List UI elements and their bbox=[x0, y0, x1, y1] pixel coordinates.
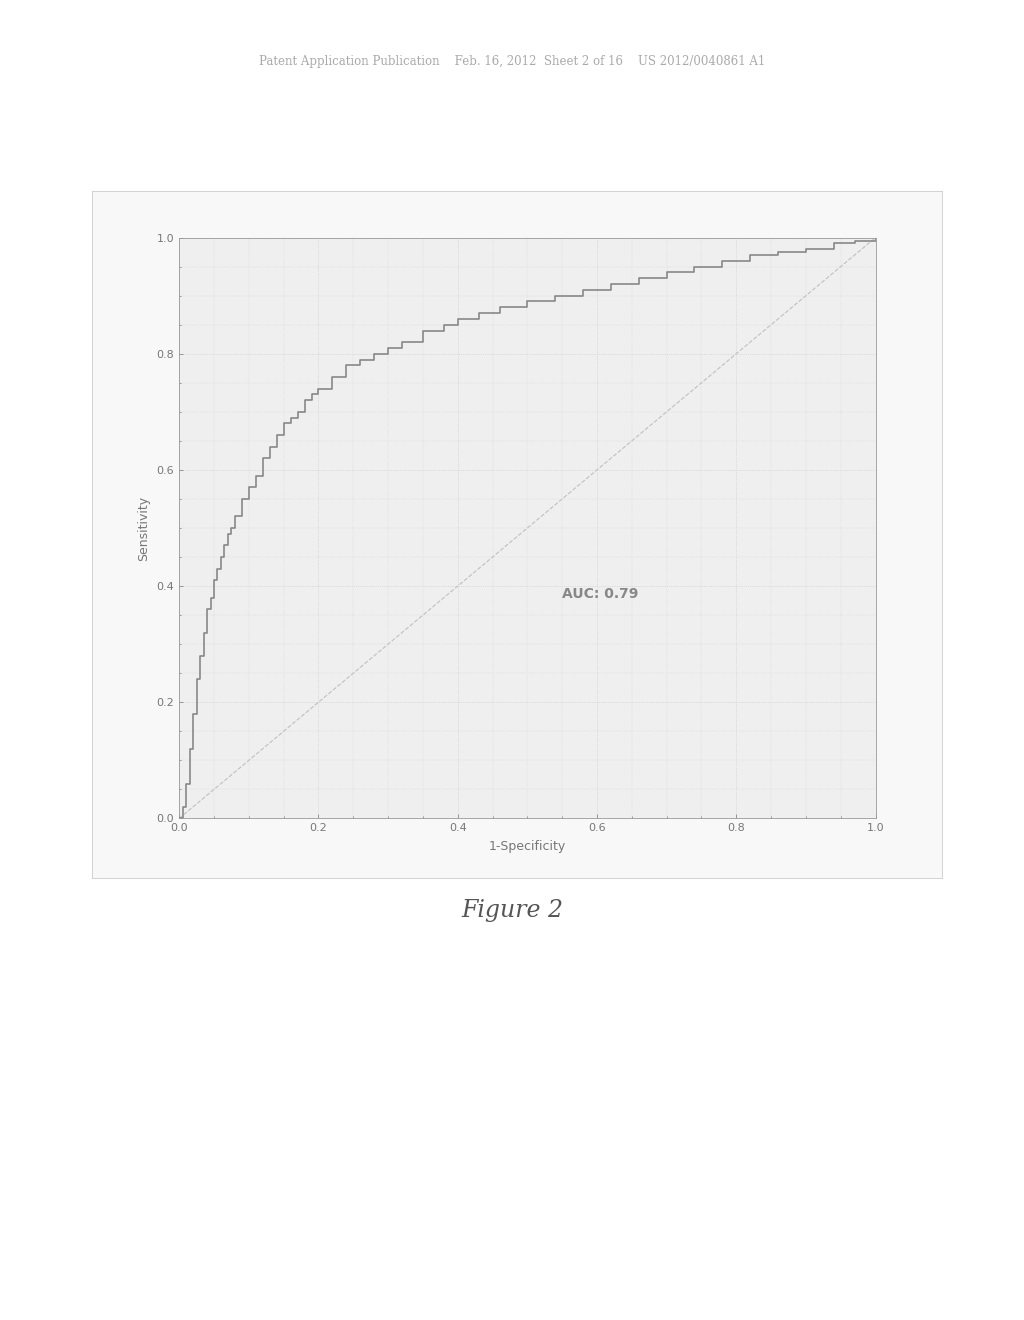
X-axis label: 1-Specificity: 1-Specificity bbox=[488, 841, 566, 853]
Text: Figure 2: Figure 2 bbox=[461, 899, 563, 923]
Y-axis label: Sensitivity: Sensitivity bbox=[136, 495, 150, 561]
Text: AUC: 0.79: AUC: 0.79 bbox=[562, 586, 639, 601]
Text: Patent Application Publication    Feb. 16, 2012  Sheet 2 of 16    US 2012/004086: Patent Application Publication Feb. 16, … bbox=[259, 55, 765, 69]
